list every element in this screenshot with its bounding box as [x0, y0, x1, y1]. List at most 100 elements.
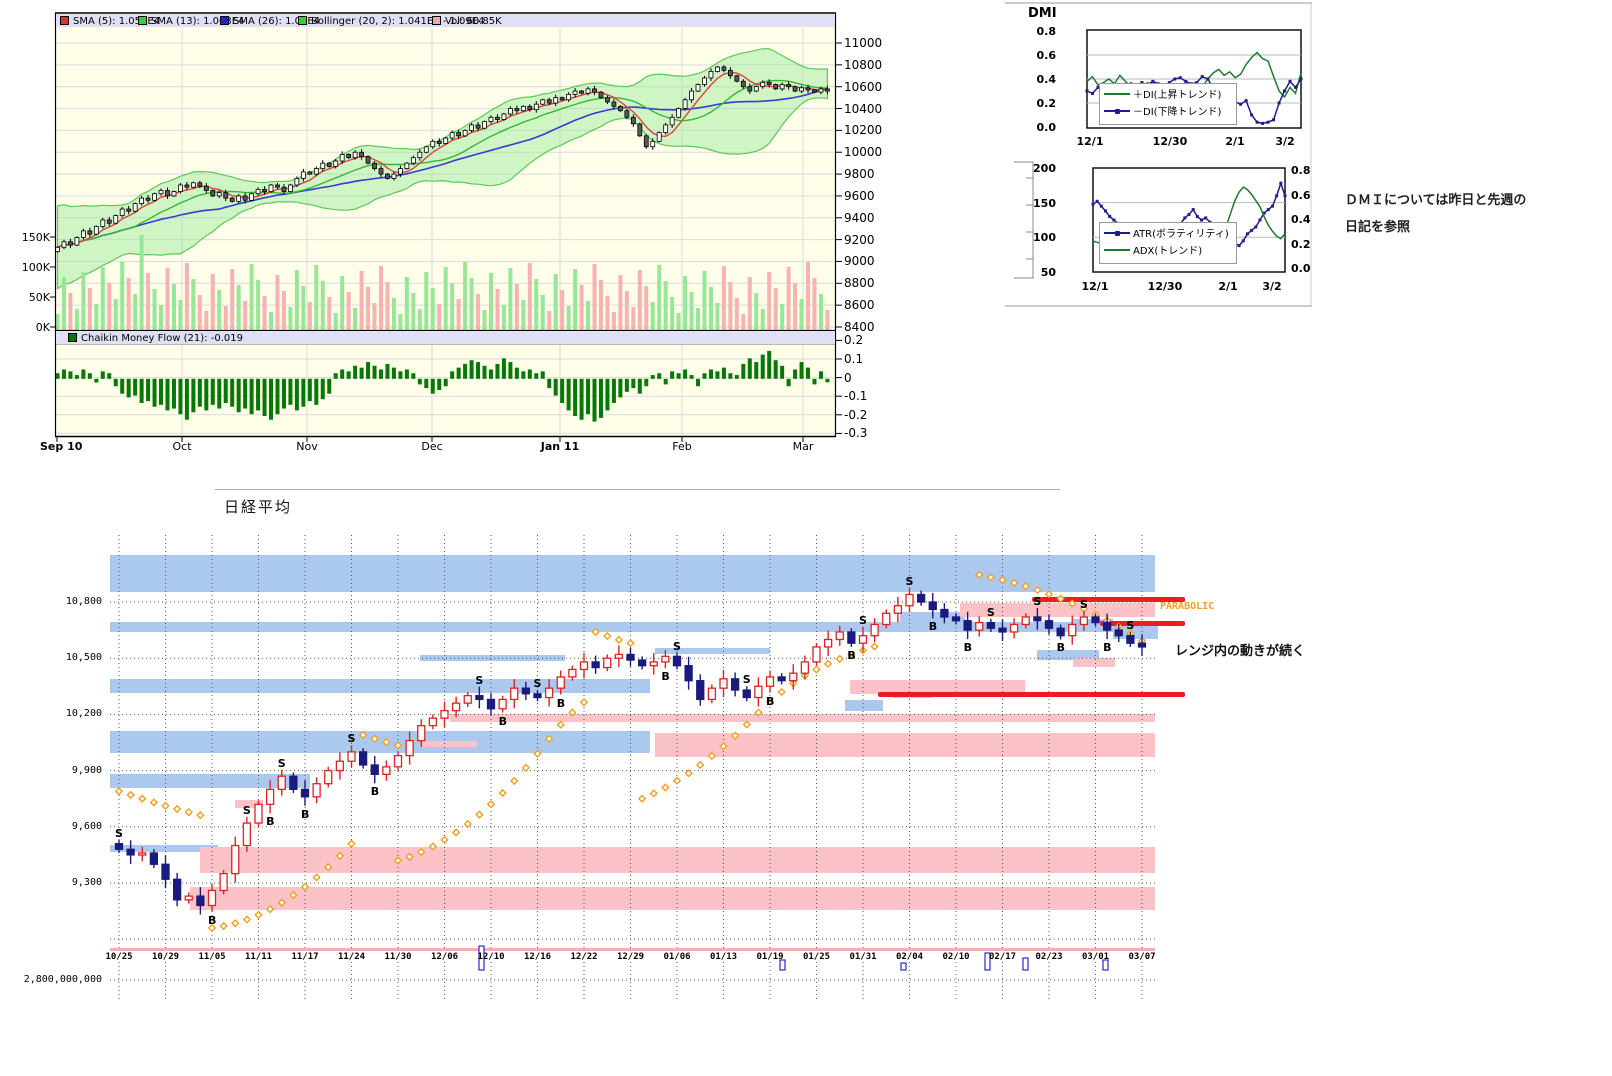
bc-y-label: 10,800 — [65, 596, 102, 607]
chaikin-legend-item: Chaikin Money Flow (21): -0.019 — [68, 333, 243, 344]
volume-axis-label: 50K — [28, 291, 50, 304]
price-axis-label: 9400 — [844, 210, 875, 225]
chaikin-axis-label: -0.3 — [844, 426, 868, 441]
price-axis-label: 8600 — [844, 298, 875, 313]
legend-item: Vol: 60.85K — [432, 16, 502, 27]
range-annotation: レンジ内の動きが続く — [1175, 644, 1306, 659]
signal-letter-buy: B — [928, 620, 938, 634]
bc-date-label: 02/10 — [942, 952, 970, 962]
volume-axis-label: 150K — [21, 231, 50, 244]
legend-item: Bollinger (20, 2): 1.041E4 - 1.09E4 — [298, 16, 484, 27]
parabolic-annotation: PARABOLIC — [1160, 601, 1215, 612]
signal-letter-sell: S — [533, 677, 542, 691]
chaikin-axis-label: -0.2 — [844, 407, 868, 422]
bc-y-label: 9,600 — [71, 820, 102, 832]
bc-date-label: 01/06 — [663, 952, 691, 962]
resistance-zone — [1037, 650, 1099, 660]
signal-letter-buy: B — [766, 694, 775, 708]
support-zone — [655, 733, 1155, 757]
resistance-zone — [110, 731, 650, 753]
dmi-y-label: 0.8 — [1036, 25, 1057, 38]
month-label: Dec — [421, 440, 443, 453]
support-zone — [450, 714, 1155, 722]
dmi-panel-title: DMI — [1028, 6, 1057, 21]
legend-item: SMA (26): 1.06E4 — [220, 16, 320, 27]
legend-line-sample-icon — [1104, 93, 1130, 95]
bc-date-label: 02/04 — [895, 952, 924, 962]
signal-letter-sell: S — [986, 605, 995, 619]
bc-y-label: 9,900 — [71, 764, 102, 776]
top-chart-legend-bar: SMA (5): 1.057E4 SMA (13): 1.063E4 SMA (26… — [56, 14, 835, 27]
signal-letter-buy: B — [963, 641, 973, 655]
resistance-zone — [655, 648, 770, 654]
dmi-y-label: 0.2 — [1036, 97, 1057, 111]
legend-row-label: －DI(下降トレンド) — [1133, 107, 1222, 118]
atr-x-label: 2/1 — [1218, 280, 1238, 293]
signal-letter-buy: B — [1056, 641, 1066, 655]
atr-y-label: 100 — [1033, 231, 1056, 245]
bc-date-label: 12/06 — [430, 952, 459, 962]
chaikin-header-bar: Chaikin Money Flow (21): -0.019 — [56, 331, 835, 344]
month-label: Mar — [792, 440, 814, 453]
signal-letter-buy: B — [266, 815, 275, 829]
price-axis-label: 10000 — [844, 145, 883, 160]
resistance-zone — [845, 700, 883, 711]
legend-swatch-icon — [432, 16, 441, 25]
atr-y-label: 50 — [1040, 266, 1056, 280]
bc-date-label: 01/19 — [756, 952, 784, 962]
signal-letter-buy: B — [1103, 641, 1112, 655]
dmi-y-label: 0.0 — [1036, 121, 1057, 135]
dmi-y-label: 0.4 — [1036, 73, 1057, 87]
signal-letter-buy: B — [556, 696, 566, 710]
bc-y-label: 10,200 — [65, 708, 102, 720]
chart-legend-box: ATR(ボラティリティ) ADX(トレンド) — [1099, 222, 1237, 264]
legend-row: ＋DI(上昇トレンド) — [1104, 87, 1232, 104]
price-axis-label: 8800 — [844, 276, 875, 291]
bc-date-label: 11/05 — [198, 952, 226, 962]
signal-letter-sell: S — [475, 673, 484, 687]
bc-y-label: 10,500 — [65, 652, 102, 664]
support-zone — [420, 741, 477, 747]
bc-date-label: 12/22 — [570, 952, 598, 962]
legend-item: SMA (5): 1.057E4 — [60, 16, 160, 27]
signal-letter-buy: B — [301, 807, 310, 821]
legend-item-label: Vol: 60.85K — [445, 16, 502, 27]
signal-letter-sell: S — [115, 826, 123, 840]
legend-row: ATR(ボラティリティ) — [1104, 226, 1232, 243]
resistance-zone — [110, 622, 1155, 632]
bottom-chart-title: 日経平均 — [224, 498, 293, 516]
volume-axis-label: 100K — [21, 261, 50, 274]
adx-y-label: 0.8 — [1291, 164, 1311, 177]
price-axis-label: 10400 — [844, 101, 883, 116]
bc-volume-label: 2,800,000,000 — [23, 974, 102, 985]
price-axis-label: 10200 — [844, 123, 883, 138]
adx-y-label: 0.4 — [1291, 213, 1311, 226]
bc-y-label: 9,300 — [71, 877, 102, 888]
price-axis-label: 9800 — [844, 167, 875, 182]
resistance-zone — [1113, 625, 1158, 639]
resistance-zone — [110, 774, 310, 788]
dmi-x-label: 2/1 — [1225, 135, 1245, 148]
signal-letter-sell: S — [242, 803, 251, 817]
resistance-zone — [110, 845, 218, 852]
legend-row-label: ADX(トレンド) — [1133, 246, 1203, 257]
price-axis-label: 8400 — [844, 319, 875, 334]
signal-letter-buy: B — [847, 648, 856, 662]
bc-date-label: 12/29 — [616, 952, 645, 962]
signal-letter-buy: B — [208, 913, 217, 927]
legend-swatch-icon — [298, 16, 307, 25]
chaikin-swatch-icon — [68, 333, 77, 342]
month-label: Feb — [672, 440, 692, 453]
bc-date-label: 02/23 — [1035, 952, 1063, 962]
price-axis-label: 11000 — [844, 36, 883, 50]
dmi-x-label: 12/1 — [1076, 135, 1104, 148]
atr-x-label: 3/2 — [1262, 280, 1282, 293]
legend-swatch-icon — [220, 16, 229, 25]
signal-letter-sell: S — [673, 639, 681, 653]
legend-row: ADX(トレンド) — [1104, 243, 1232, 260]
month-label: Jan 11 — [540, 440, 580, 453]
bc-date-label: 11/24 — [337, 952, 366, 962]
